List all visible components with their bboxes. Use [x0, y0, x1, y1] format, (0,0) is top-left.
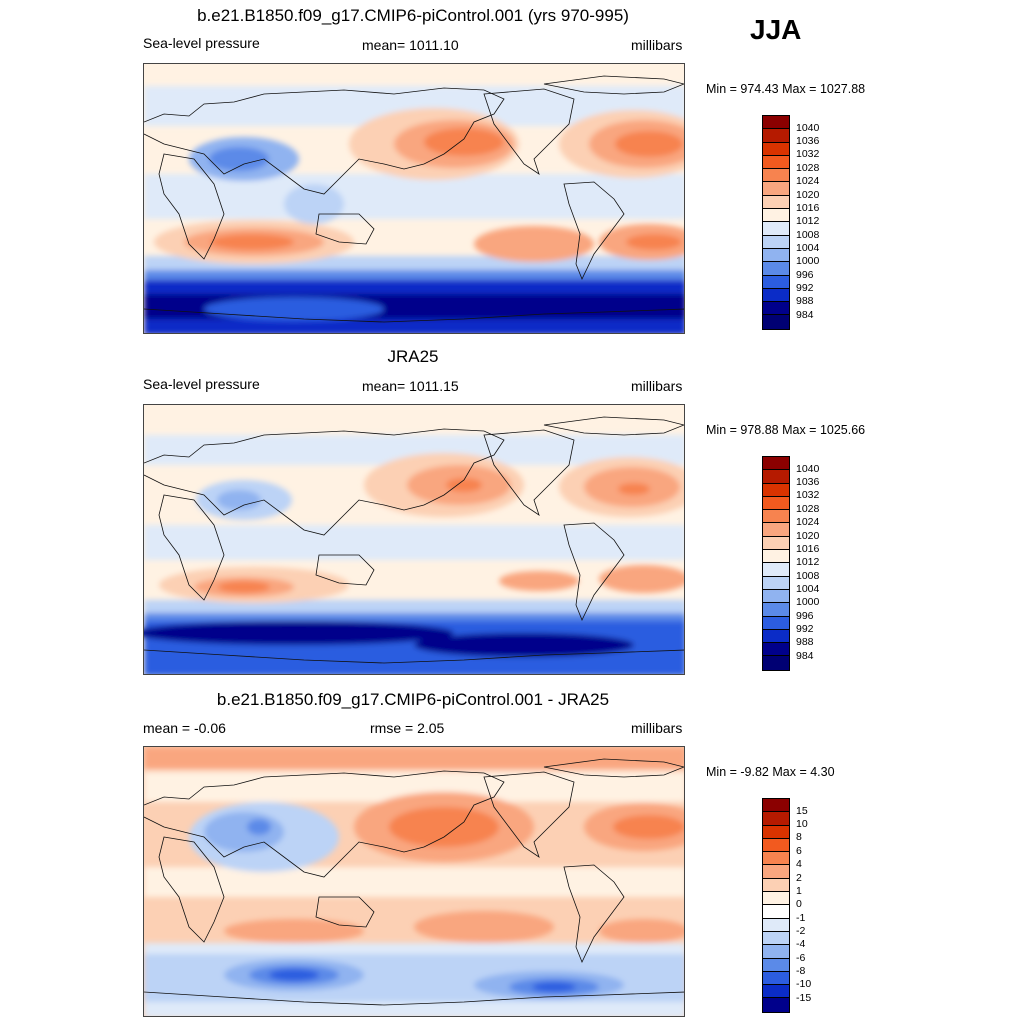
panel2-tick: 1028	[796, 503, 820, 515]
panel3-mean-label: mean = -0.06	[143, 720, 226, 736]
panel1-map	[143, 63, 685, 334]
panel1-tick: 1024	[796, 175, 820, 187]
panel2-tick: 1004	[796, 583, 820, 595]
panel2-colorbar	[762, 456, 790, 671]
panel2-tick: 1040	[796, 463, 820, 475]
panel3-tick: -15	[796, 992, 812, 1004]
panel3-minmax: Min = -9.82 Max = 4.30	[706, 765, 835, 779]
panel2-tick: 992	[796, 623, 814, 635]
panel2-minmax: Min = 978.88 Max = 1025.66	[706, 423, 866, 437]
panel1-center-label: mean= 1011.10	[362, 37, 459, 53]
panel1-tick: 988	[796, 295, 814, 307]
panel1-tick: 984	[796, 309, 814, 321]
panel3-tick: 6	[796, 845, 802, 857]
panel3-map	[143, 746, 685, 1017]
panel3-tick: 10	[796, 818, 808, 830]
panel3-title: b.e21.B1850.f09_g17.CMIP6-piControl.001 …	[216, 690, 610, 709]
panel1-tick: 1004	[796, 242, 820, 254]
panel1-tick: 996	[796, 269, 814, 281]
panel3-tick: -6	[796, 952, 806, 964]
panel2-title: JRA25	[387, 347, 439, 366]
panel1-minmax: Min = 974.43 Max = 1027.88	[706, 82, 866, 96]
panel2-tick: 1012	[796, 556, 820, 568]
panel3-tick: 2	[796, 872, 802, 884]
panel3-colorbar	[762, 798, 790, 1013]
panel2-tick: 1020	[796, 530, 820, 542]
panel2-tick: 988	[796, 636, 814, 648]
panel1-tick: 992	[796, 282, 814, 294]
panel3-tick: -2	[796, 925, 806, 937]
panel2-tick: 1024	[796, 516, 820, 528]
panel2-tick: 1036	[796, 476, 820, 488]
panel1-units: millibars	[631, 37, 683, 53]
season-label: JJA	[750, 14, 802, 45]
panel3-tick: -10	[796, 978, 812, 990]
panel2-map	[143, 404, 685, 675]
panel3-tick: 1	[796, 885, 802, 897]
panel3-tick: -4	[796, 938, 806, 950]
panel2-units: millibars	[631, 378, 683, 394]
panel3-tick: -1	[796, 912, 806, 924]
panel1-title: b.e21.B1850.f09_g17.CMIP6-piControl.001 …	[197, 6, 629, 25]
panel2-tick: 996	[796, 610, 814, 622]
panel1-tick: 1008	[796, 229, 820, 241]
panel1-tick: 1028	[796, 162, 820, 174]
panel1-tick: 1040	[796, 122, 820, 134]
panel3-tick: 15	[796, 805, 808, 817]
panel2-center-label: mean= 1011.15	[362, 378, 459, 394]
panel3-tick: -8	[796, 965, 806, 977]
panel1-tick: 1032	[796, 148, 820, 160]
panel2-left-label: Sea-level pressure	[143, 376, 260, 392]
panel3-tick: 4	[796, 858, 802, 870]
panel2-tick: 1032	[796, 489, 820, 501]
panel3-tick: 8	[796, 831, 802, 843]
panel3-units: millibars	[631, 720, 683, 736]
panel1-tick: 1012	[796, 215, 820, 227]
panel3-tick: 0	[796, 898, 802, 910]
panel1-tick: 1000	[796, 255, 820, 267]
panel1-tick: 1020	[796, 189, 820, 201]
panel1-tick: 1016	[796, 202, 820, 214]
panel2-tick: 1016	[796, 543, 820, 555]
panel2-tick: 1008	[796, 570, 820, 582]
panel2-tick: 1000	[796, 596, 820, 608]
panel2-tick: 984	[796, 650, 814, 662]
panel1-left-label: Sea-level pressure	[143, 35, 260, 51]
panel3-rmse-label: rmse = 2.05	[370, 720, 445, 736]
panel1-tick: 1036	[796, 135, 820, 147]
panel1-colorbar	[762, 115, 790, 330]
